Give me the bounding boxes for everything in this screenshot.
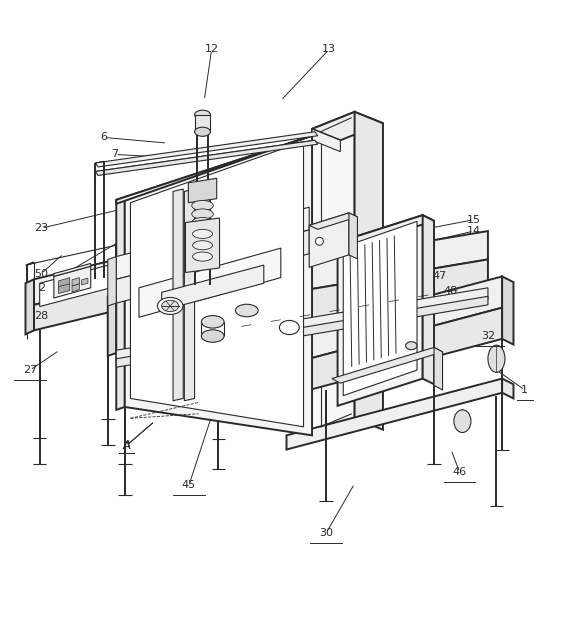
Polygon shape — [312, 112, 383, 140]
Text: 45: 45 — [182, 480, 196, 490]
Polygon shape — [502, 276, 513, 345]
Polygon shape — [343, 222, 417, 396]
Text: 15: 15 — [467, 215, 481, 225]
Text: A: A — [123, 440, 130, 451]
Ellipse shape — [193, 252, 213, 261]
Text: 30: 30 — [319, 528, 333, 538]
Text: 23: 23 — [34, 223, 49, 233]
Polygon shape — [349, 213, 358, 259]
Polygon shape — [139, 248, 281, 317]
Ellipse shape — [193, 229, 213, 238]
Polygon shape — [82, 278, 88, 285]
Polygon shape — [95, 140, 317, 176]
Polygon shape — [116, 288, 488, 361]
Polygon shape — [34, 260, 116, 305]
Polygon shape — [162, 265, 264, 310]
Text: 1: 1 — [521, 385, 528, 395]
Text: 46: 46 — [453, 467, 466, 477]
Ellipse shape — [454, 410, 471, 432]
Polygon shape — [108, 256, 116, 306]
Polygon shape — [40, 265, 111, 307]
Polygon shape — [337, 215, 434, 248]
Polygon shape — [116, 231, 488, 322]
Text: 6: 6 — [100, 132, 107, 142]
Polygon shape — [72, 284, 80, 292]
Polygon shape — [54, 266, 91, 298]
Polygon shape — [25, 279, 34, 334]
Ellipse shape — [193, 241, 213, 250]
Polygon shape — [189, 178, 217, 202]
Polygon shape — [72, 278, 80, 286]
Polygon shape — [58, 284, 70, 294]
Polygon shape — [309, 276, 502, 359]
Text: A: A — [123, 439, 131, 452]
Polygon shape — [116, 260, 488, 353]
Polygon shape — [116, 207, 309, 279]
Ellipse shape — [236, 304, 258, 317]
Polygon shape — [95, 132, 317, 167]
Ellipse shape — [162, 301, 179, 312]
Polygon shape — [185, 189, 195, 401]
Ellipse shape — [280, 320, 299, 335]
Polygon shape — [312, 112, 355, 435]
Text: 28: 28 — [34, 311, 49, 321]
Polygon shape — [332, 347, 442, 383]
Polygon shape — [125, 136, 312, 435]
Text: 14: 14 — [466, 226, 481, 236]
Polygon shape — [309, 307, 502, 390]
Polygon shape — [108, 294, 116, 356]
Polygon shape — [309, 213, 349, 268]
Ellipse shape — [192, 201, 213, 211]
Polygon shape — [34, 285, 116, 330]
Polygon shape — [116, 230, 309, 303]
Polygon shape — [116, 197, 125, 410]
Text: 13: 13 — [322, 45, 336, 55]
Polygon shape — [337, 215, 423, 406]
Circle shape — [316, 237, 323, 245]
Text: 50: 50 — [34, 269, 48, 279]
Polygon shape — [355, 112, 383, 430]
Text: 7: 7 — [112, 150, 119, 160]
Text: 48: 48 — [444, 286, 458, 296]
Ellipse shape — [488, 345, 505, 373]
Text: 12: 12 — [205, 45, 219, 55]
Polygon shape — [309, 213, 358, 229]
Ellipse shape — [201, 315, 224, 328]
Ellipse shape — [201, 330, 224, 342]
Text: 32: 32 — [481, 331, 495, 341]
Polygon shape — [131, 142, 304, 427]
Polygon shape — [186, 218, 219, 273]
Polygon shape — [286, 379, 502, 450]
Polygon shape — [502, 379, 513, 399]
Polygon shape — [434, 347, 442, 390]
Polygon shape — [173, 189, 183, 401]
Ellipse shape — [195, 110, 210, 119]
Text: 2: 2 — [38, 283, 45, 293]
Polygon shape — [54, 263, 91, 276]
Text: 27: 27 — [23, 365, 37, 375]
Polygon shape — [423, 215, 434, 384]
Polygon shape — [116, 296, 488, 367]
Polygon shape — [58, 278, 70, 288]
Polygon shape — [116, 136, 312, 204]
Ellipse shape — [192, 217, 213, 228]
Ellipse shape — [158, 297, 183, 314]
Text: 47: 47 — [433, 271, 447, 281]
Ellipse shape — [195, 127, 210, 136]
Polygon shape — [301, 327, 309, 394]
Polygon shape — [312, 129, 340, 152]
Polygon shape — [195, 115, 210, 132]
Ellipse shape — [192, 209, 213, 219]
Ellipse shape — [406, 342, 417, 350]
